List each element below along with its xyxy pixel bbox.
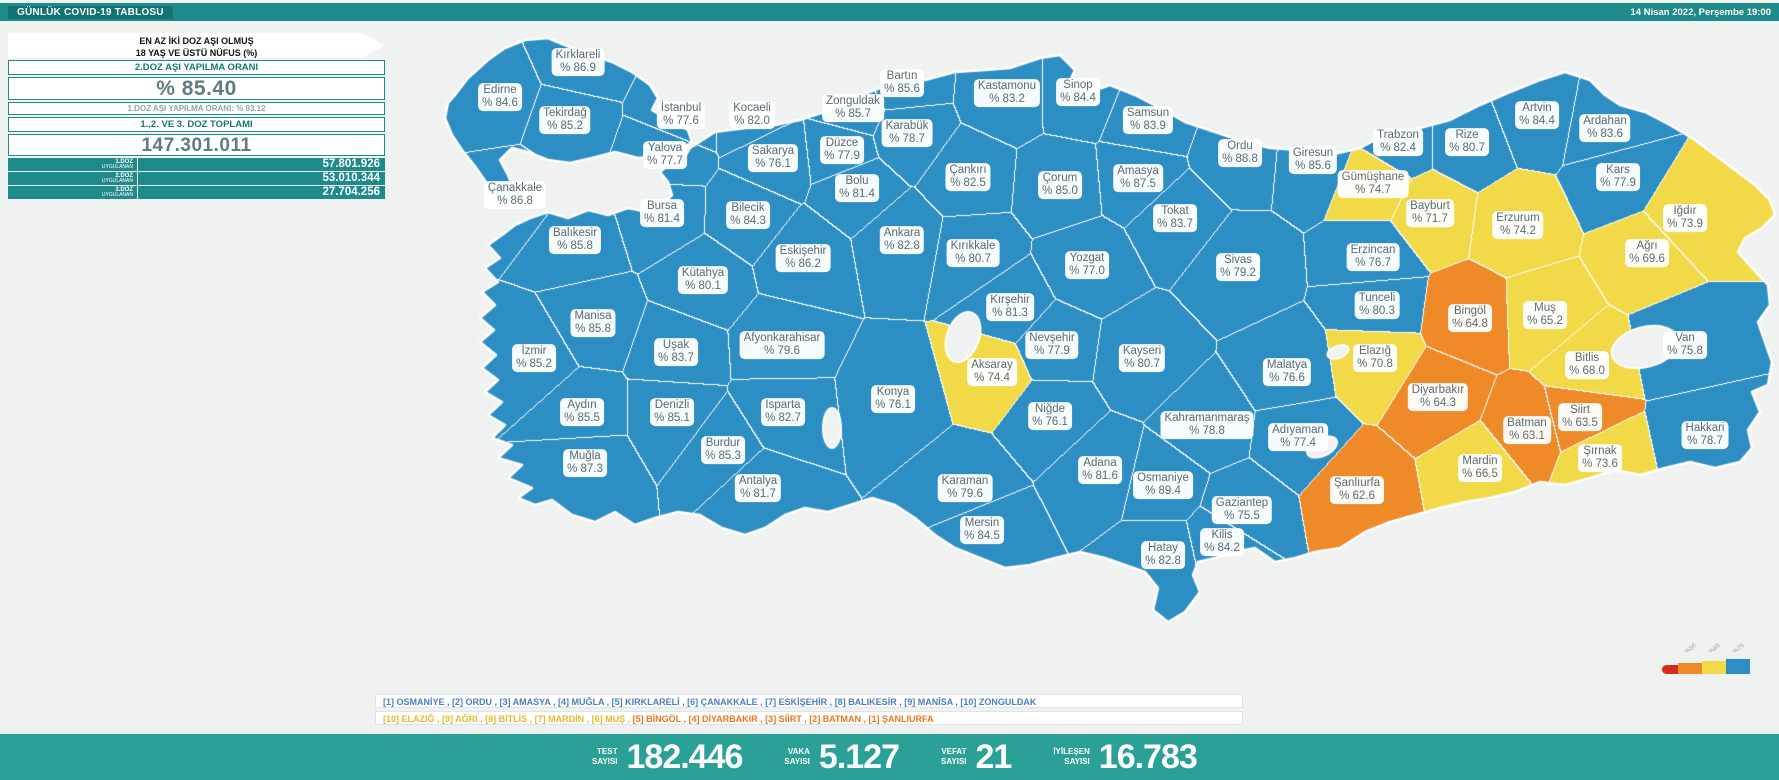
stat-group: VAKA SAYISI 5.127 [784, 737, 900, 777]
stat-value: 21 [975, 737, 1013, 776]
dose-row-label: 2.DOZ UYGULANAN [8, 172, 138, 185]
dose2-rate-label: 2.DOZ AŞI YAPILMA ORANI [8, 60, 385, 75]
stat-value: 16.783 [1098, 737, 1198, 776]
dose-row-value: 57.801.926 [322, 158, 380, 170]
total-doses-label: 1.,2. VE 3. DOZ TOPLAMI [8, 117, 385, 132]
stat-value: 182.446 [626, 737, 744, 776]
scale-segments [1662, 659, 1750, 674]
bottom10-provinces-line: [10] ELAZIĞ , [9] AĞRI , [8] BİTLİS , [7… [375, 711, 1243, 725]
top10-text: [1] OSMANİYE , [2] ORDU , [3] AMASYA , [… [383, 697, 1037, 707]
bottom10-yellow-text: [10] ELAZIĞ , [9] AĞRI , [8] BİTLİS , [7… [383, 714, 631, 724]
dose-rows: 1.DOZ UYGULANAN 57.801.926 2.DOZ UYGULANAN 53… [8, 158, 385, 199]
scale-segment-3 [1726, 659, 1750, 674]
dose1-rate-line: 1.DOZ AŞI YAPILMA ORANI: % 93.12 [8, 102, 385, 115]
dose-row-value: 53.010.344 [322, 172, 380, 184]
dose-row-label-line1: 2.DOZ [115, 173, 133, 179]
dose-row: 1.DOZ UYGULANAN 57.801.926 [8, 158, 385, 171]
scale-segment-0 [1662, 665, 1678, 674]
stat-label: İYİLEŞEN SAYISI [1053, 746, 1090, 766]
color-scale-legend: %50 %65 %75 [1662, 643, 1766, 674]
stat-group: VEFAT SAYISI 21 [941, 737, 1013, 777]
scale-segment-1 [1678, 663, 1702, 674]
stat-value: 5.127 [818, 737, 900, 776]
daily-stats-bar: TEST SAYISI 182.446 VAKA SAYISI 5.127 VEFAT SAY… [0, 734, 1779, 780]
dose-row: 2.DOZ UYGULANAN 53.010.344 [8, 172, 385, 185]
dose-row-value: 27.704.256 [322, 186, 380, 198]
dose-row-label-line2: UYGULANAN [101, 178, 133, 184]
dose-row-label-line1: 3.DOZ [115, 187, 133, 193]
dose-row: 3.DOZ UYGULANAN 27.704.256 [8, 186, 385, 199]
top10-provinces-line: [1] OSMANİYE , [2] ORDU , [3] AMASYA , [… [375, 694, 1243, 708]
stat-group: TEST SAYISI 182.446 [592, 737, 744, 777]
stat-label: VAKA SAYISI [784, 746, 810, 766]
dose-row-label: 3.DOZ UYGULANAN [8, 186, 138, 199]
stat-label: VEFAT SAYISI [941, 746, 967, 766]
dose-row-label-line2: UYGULANAN [101, 192, 133, 198]
dose-row-label-line1: 1.DOZ [115, 159, 133, 165]
stat-label: TEST SAYISI [592, 746, 618, 766]
stat-group: İYİLEŞEN SAYISI 16.783 [1053, 737, 1198, 777]
total-doses-value: 147.301.011 [8, 134, 385, 156]
bottom10-orange-text: [5] BİNGÖL , [4] DİYARBAKIR , [3] SİİRT … [630, 714, 934, 724]
dose-row-label: 1.DOZ UYGULANAN [8, 158, 138, 171]
vaccination-panel: EN AZ İKİ DOZ AŞI OLMUŞ 18 YAŞ VE ÜSTÜ N… [8, 31, 385, 200]
scale-segment-2 [1702, 661, 1726, 674]
banner-line2: 18 YAŞ VE ÜSTÜ NÜFUS (%) [135, 47, 258, 58]
dose2-rate-value: % 85.40 [8, 77, 385, 100]
panel-banner: EN AZ İKİ DOZ AŞI OLMUŞ 18 YAŞ VE ÜSTÜ N… [8, 33, 385, 58]
banner-line1: EN AZ İKİ DOZ AŞI OLMUŞ [139, 36, 254, 46]
dose-row-label-line2: UYGULANAN [101, 164, 133, 170]
